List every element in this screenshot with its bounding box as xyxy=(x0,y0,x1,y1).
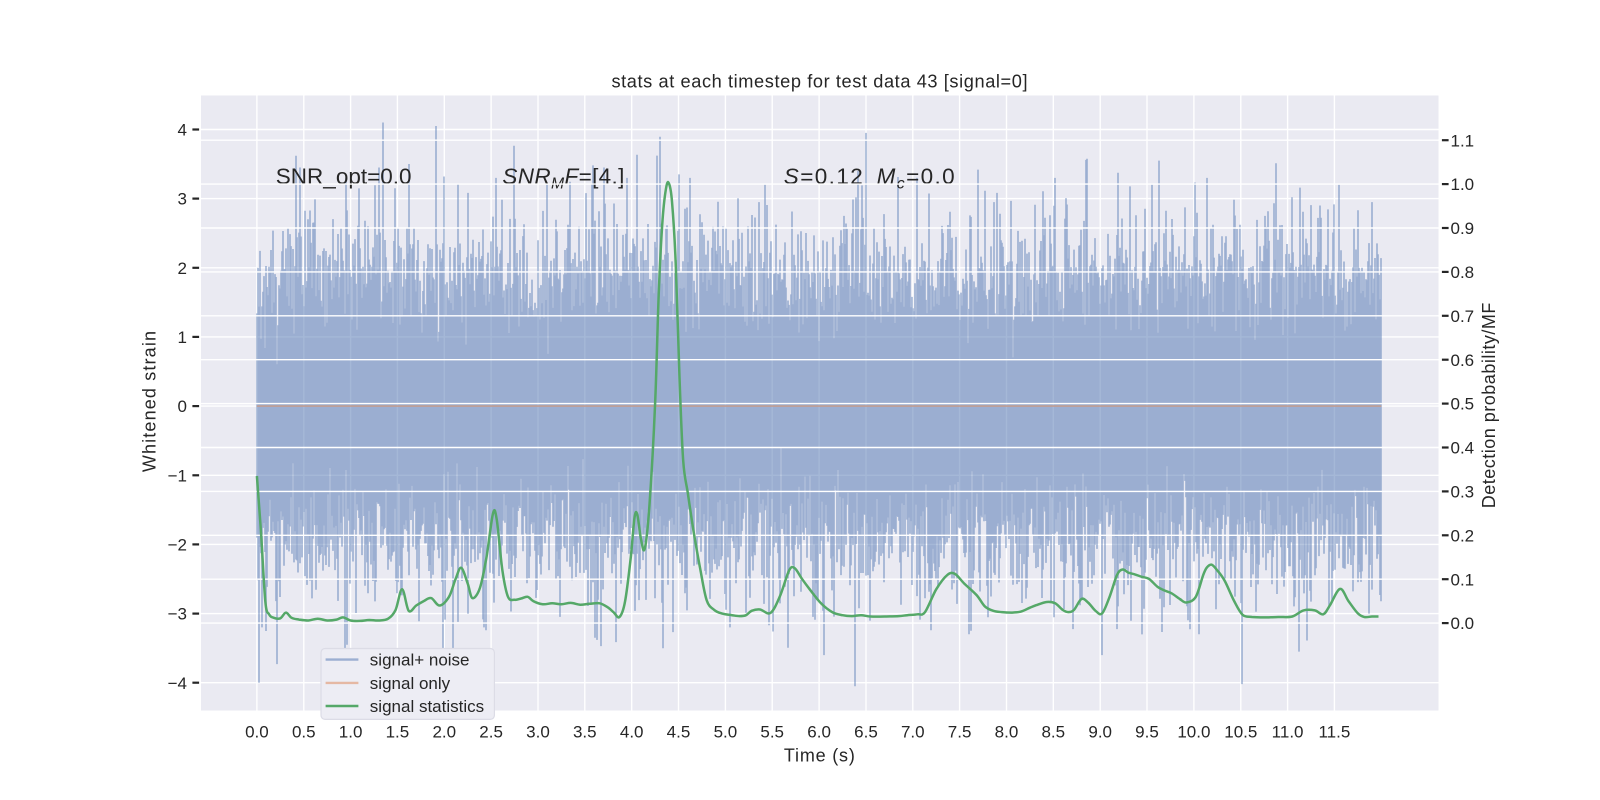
svg-text:−3: −3 xyxy=(168,605,187,624)
svg-text:0.1: 0.1 xyxy=(1451,570,1475,589)
svg-text:7.0: 7.0 xyxy=(901,723,925,742)
svg-text:8.0: 8.0 xyxy=(995,723,1019,742)
svg-text:2: 2 xyxy=(178,259,187,278)
svg-text:0.5: 0.5 xyxy=(1451,395,1475,414)
svg-text:4.0: 4.0 xyxy=(620,723,644,742)
svg-text:−4: −4 xyxy=(168,674,187,693)
svg-text:Whitened strain: Whitened strain xyxy=(140,330,160,472)
svg-text:11.0: 11.0 xyxy=(1272,723,1304,742)
svg-text:Detection probability/MF: Detection probability/MF xyxy=(1479,302,1499,508)
svg-text:signal statistics: signal statistics xyxy=(370,697,484,716)
svg-text:2.0: 2.0 xyxy=(432,723,456,742)
svg-text:0.2: 0.2 xyxy=(1451,526,1475,545)
svg-text:1: 1 xyxy=(178,328,187,347)
svg-text:0.4: 0.4 xyxy=(1451,439,1475,458)
svg-text:7.5: 7.5 xyxy=(948,723,972,742)
svg-text:10.0: 10.0 xyxy=(1177,723,1210,742)
svg-text:1.5: 1.5 xyxy=(386,723,410,742)
svg-text:9.5: 9.5 xyxy=(1135,723,1159,742)
svg-text:SNR_opt=0.0: SNR_opt=0.0 xyxy=(276,164,412,189)
svg-text:signal only: signal only xyxy=(370,674,451,693)
svg-text:5.5: 5.5 xyxy=(760,723,784,742)
svg-text:1.1: 1.1 xyxy=(1451,131,1475,150)
svg-text:S=0.12: S=0.12 xyxy=(784,164,864,189)
svg-text:11.5: 11.5 xyxy=(1318,723,1350,742)
svg-text:0.7: 0.7 xyxy=(1451,307,1475,326)
svg-text:1.0: 1.0 xyxy=(1451,175,1475,194)
svg-text:0.6: 0.6 xyxy=(1451,351,1475,370)
svg-text:stats at each timestep for tes: stats at each timestep for test data 43 … xyxy=(611,72,1028,92)
svg-text:signal+ noise: signal+ noise xyxy=(370,651,470,670)
svg-text:10.5: 10.5 xyxy=(1224,723,1257,742)
svg-text:0.0: 0.0 xyxy=(245,723,269,742)
svg-text:4: 4 xyxy=(178,121,187,140)
svg-text:5.0: 5.0 xyxy=(714,723,738,742)
svg-text:2.5: 2.5 xyxy=(479,723,503,742)
svg-text:−2: −2 xyxy=(168,536,187,555)
svg-text:0: 0 xyxy=(178,397,187,416)
svg-text:1.0: 1.0 xyxy=(339,723,363,742)
svg-text:8.5: 8.5 xyxy=(1041,723,1065,742)
svg-text:3.5: 3.5 xyxy=(573,723,597,742)
svg-text:−1: −1 xyxy=(168,466,187,485)
svg-text:4.5: 4.5 xyxy=(667,723,691,742)
svg-text:SNRMF=[4.]: SNRMF=[4.] xyxy=(502,164,624,193)
svg-text:6.0: 6.0 xyxy=(807,723,831,742)
svg-text:3.0: 3.0 xyxy=(526,723,550,742)
svg-text:0.5: 0.5 xyxy=(292,723,316,742)
svg-text:3: 3 xyxy=(178,190,187,209)
svg-text:0.9: 0.9 xyxy=(1451,219,1475,238)
svg-text:9.0: 9.0 xyxy=(1088,723,1112,742)
svg-text:0.8: 0.8 xyxy=(1451,263,1475,282)
svg-text:Time (s): Time (s) xyxy=(784,746,856,766)
svg-text:6.5: 6.5 xyxy=(854,723,878,742)
svg-text:Mc=0.0: Mc=0.0 xyxy=(877,164,957,193)
svg-text:0.3: 0.3 xyxy=(1451,483,1475,502)
svg-text:0.0: 0.0 xyxy=(1451,614,1475,633)
